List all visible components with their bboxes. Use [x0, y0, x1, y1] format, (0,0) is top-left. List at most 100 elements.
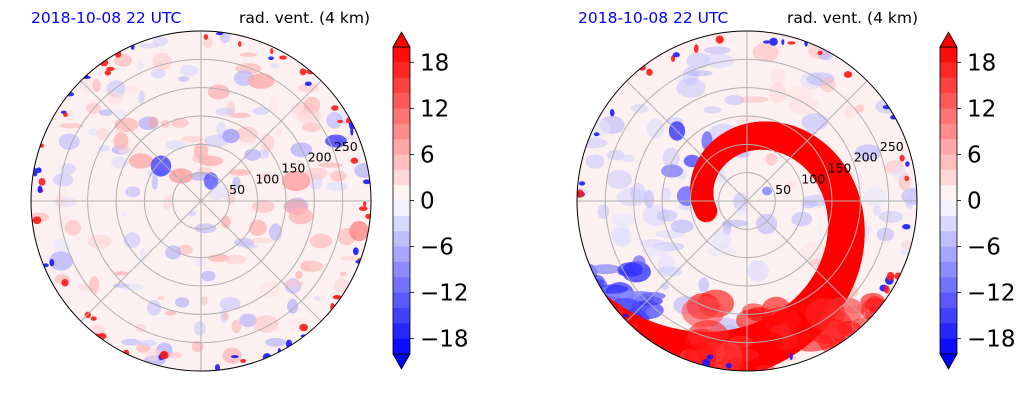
positive-cell	[752, 42, 779, 62]
negative-cell	[60, 163, 76, 175]
positive-cell	[850, 332, 879, 356]
negative-cell	[313, 296, 322, 301]
negative-cell	[876, 227, 895, 242]
colorbar-segment	[393, 77, 410, 94]
negative-cell	[265, 337, 286, 347]
colorbar-segment	[393, 323, 410, 340]
polar-frame	[30, 30, 372, 372]
angular-gridline	[200, 200, 322, 322]
colorbar-segment	[940, 47, 957, 63]
radial-tick-label: 150	[828, 160, 852, 175]
positive-cell	[843, 71, 853, 78]
colorbar-segment	[940, 185, 957, 201]
negative-cell	[698, 277, 710, 293]
colorbar-tick-label: 0	[420, 189, 435, 215]
positive-cell	[238, 40, 242, 47]
negative-cell	[597, 204, 610, 219]
positive-cell	[365, 213, 371, 219]
negative-cell	[660, 164, 684, 178]
colorbar-tick-label: −12	[420, 281, 469, 307]
negative-cell	[137, 60, 144, 71]
positive-cell	[164, 310, 177, 316]
positive-cell	[167, 194, 174, 201]
positive-cell	[222, 254, 247, 264]
colorbar-tick-label: 18	[420, 50, 449, 76]
negative-cell	[150, 155, 172, 177]
negative-cell	[111, 156, 129, 169]
positive-cell	[59, 122, 84, 129]
negative-cell	[244, 148, 261, 161]
positive-cell	[848, 325, 852, 332]
positive-cell	[752, 365, 778, 371]
colorbar-segment	[940, 215, 957, 232]
positive-cell	[180, 135, 204, 143]
positive-cell	[789, 332, 834, 352]
colorbar-segment	[393, 277, 410, 294]
negative-cell	[239, 313, 257, 328]
negative-cell	[905, 196, 914, 210]
negative-cell	[121, 338, 142, 346]
negative-cell	[584, 298, 613, 323]
positive-cell	[788, 94, 819, 115]
polar-grid	[577, 31, 917, 371]
positive-cell	[257, 173, 271, 180]
panel-right-field-title: rad. vent. (4 km)	[787, 9, 918, 27]
negative-cell	[863, 187, 887, 207]
positive-cell	[336, 119, 344, 123]
positive-cell	[85, 102, 101, 114]
positive-cell	[159, 352, 168, 360]
positive-cell	[813, 359, 839, 371]
positive-cell	[670, 55, 676, 62]
negative-cell	[646, 118, 664, 139]
negative-cell	[216, 31, 224, 36]
positive-cell	[633, 324, 639, 329]
positive-cell	[97, 128, 110, 141]
colorbar-right: 18 12 6 0 −6 −12 −18	[939, 31, 1016, 370]
negative-cell	[577, 303, 608, 316]
negative-cell	[214, 364, 221, 371]
negative-cell	[304, 81, 312, 86]
colorbar-segment	[940, 108, 957, 125]
radial-tick-label: 200	[308, 150, 332, 165]
positive-cell	[152, 52, 173, 71]
radial-tick-label: 100	[255, 171, 279, 186]
positive-cell	[768, 82, 787, 104]
colorbar-tick-label: 12	[420, 96, 449, 122]
positive-cell	[146, 348, 162, 362]
negative-cell	[902, 223, 911, 230]
negative-cell	[58, 133, 80, 150]
negative-cell	[87, 128, 99, 136]
colorbar-segment	[940, 307, 957, 324]
negative-cell	[270, 63, 280, 69]
negative-cell	[791, 211, 813, 227]
positive-cell	[854, 104, 865, 113]
positive-cell	[805, 373, 823, 389]
negative-cell	[879, 210, 904, 223]
positive-cell	[38, 178, 46, 186]
polar-panel-left: 2018-10-08 22 UTC rad. vent. (4 km) 50 10…	[30, 9, 469, 372]
negative-cell	[165, 140, 186, 151]
negative-cell	[138, 43, 160, 49]
positive-cell	[901, 240, 912, 251]
colorbar-tick-label: 18	[967, 50, 996, 76]
positive-cell	[765, 153, 778, 166]
colorbar-segment	[940, 338, 957, 355]
positive-cell	[248, 219, 267, 237]
negative-cell	[670, 219, 694, 234]
negative-cell	[622, 154, 635, 162]
negative-cell	[350, 127, 354, 136]
negative-cell	[645, 307, 656, 317]
positive-cell	[32, 216, 42, 225]
colorbar-segment	[393, 47, 410, 63]
negative-cell	[52, 238, 71, 254]
positive-cell	[690, 368, 723, 371]
positive-cell	[299, 68, 307, 76]
polar-grid	[31, 31, 371, 371]
positive-cell	[299, 323, 309, 332]
negative-cell	[268, 56, 274, 61]
negative-cell	[119, 283, 144, 291]
positive-cell	[200, 296, 208, 306]
negative-cell	[686, 52, 711, 70]
positive-cell	[883, 285, 890, 294]
